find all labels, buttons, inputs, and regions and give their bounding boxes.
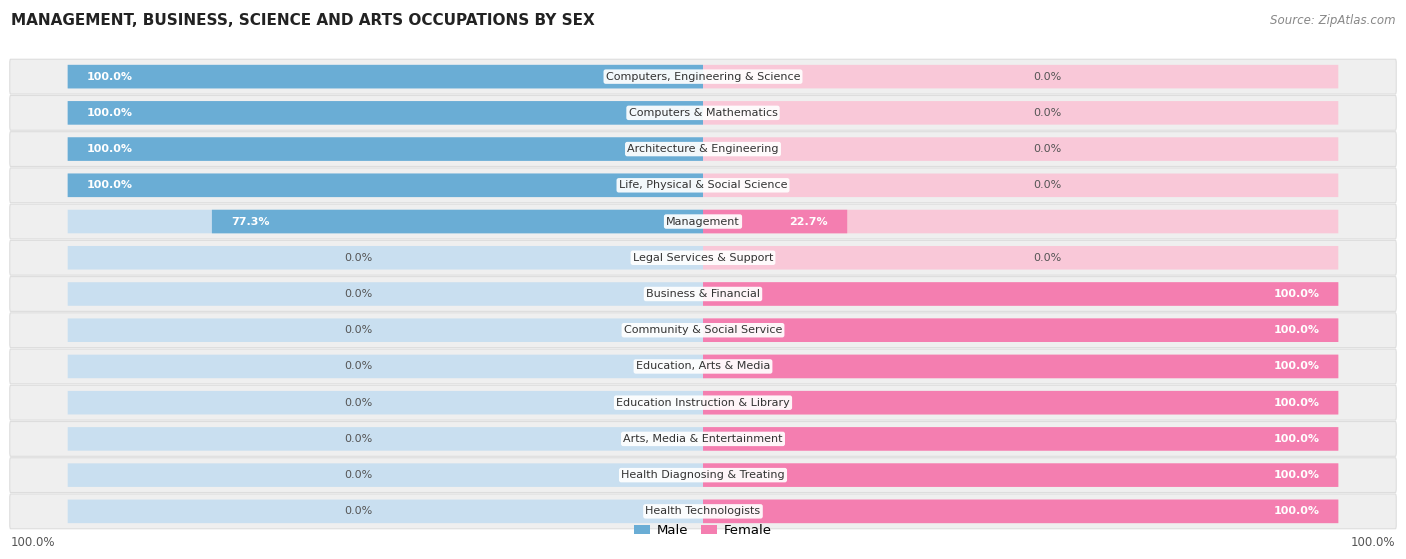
FancyBboxPatch shape bbox=[10, 349, 1396, 384]
FancyBboxPatch shape bbox=[10, 313, 1396, 348]
Text: 0.0%: 0.0% bbox=[1033, 253, 1062, 263]
FancyBboxPatch shape bbox=[67, 65, 703, 88]
FancyBboxPatch shape bbox=[67, 427, 703, 451]
Text: Health Technologists: Health Technologists bbox=[645, 506, 761, 517]
FancyBboxPatch shape bbox=[67, 173, 703, 197]
Text: 0.0%: 0.0% bbox=[344, 325, 373, 335]
FancyBboxPatch shape bbox=[703, 210, 1339, 233]
Text: Education, Arts & Media: Education, Arts & Media bbox=[636, 362, 770, 371]
FancyBboxPatch shape bbox=[67, 65, 703, 88]
Text: 100.0%: 100.0% bbox=[1274, 397, 1319, 408]
Text: 100.0%: 100.0% bbox=[1351, 536, 1396, 548]
Text: Source: ZipAtlas.com: Source: ZipAtlas.com bbox=[1270, 14, 1396, 27]
Text: 100.0%: 100.0% bbox=[10, 536, 55, 548]
FancyBboxPatch shape bbox=[703, 463, 1339, 487]
FancyBboxPatch shape bbox=[703, 427, 1339, 451]
FancyBboxPatch shape bbox=[703, 173, 1339, 197]
Text: 0.0%: 0.0% bbox=[344, 253, 373, 263]
Text: 0.0%: 0.0% bbox=[344, 506, 373, 517]
Text: 77.3%: 77.3% bbox=[231, 216, 270, 226]
FancyBboxPatch shape bbox=[703, 391, 1339, 414]
Text: 0.0%: 0.0% bbox=[1033, 108, 1062, 118]
Text: 0.0%: 0.0% bbox=[344, 470, 373, 480]
FancyBboxPatch shape bbox=[703, 138, 1339, 161]
FancyBboxPatch shape bbox=[703, 500, 1339, 523]
FancyBboxPatch shape bbox=[67, 463, 703, 487]
FancyBboxPatch shape bbox=[10, 132, 1396, 167]
FancyBboxPatch shape bbox=[67, 282, 703, 306]
FancyBboxPatch shape bbox=[10, 385, 1396, 420]
Text: 100.0%: 100.0% bbox=[87, 72, 132, 82]
FancyBboxPatch shape bbox=[703, 282, 1339, 306]
Text: Computers & Mathematics: Computers & Mathematics bbox=[628, 108, 778, 118]
FancyBboxPatch shape bbox=[10, 204, 1396, 239]
FancyBboxPatch shape bbox=[703, 391, 1339, 414]
Text: 0.0%: 0.0% bbox=[1033, 144, 1062, 154]
FancyBboxPatch shape bbox=[703, 500, 1339, 523]
Text: 100.0%: 100.0% bbox=[1274, 506, 1319, 517]
Text: 0.0%: 0.0% bbox=[344, 362, 373, 371]
FancyBboxPatch shape bbox=[703, 427, 1339, 451]
Text: Architecture & Engineering: Architecture & Engineering bbox=[627, 144, 779, 154]
Text: 100.0%: 100.0% bbox=[1274, 325, 1319, 335]
FancyBboxPatch shape bbox=[703, 65, 1339, 88]
Text: 0.0%: 0.0% bbox=[344, 434, 373, 444]
Text: Legal Services & Support: Legal Services & Support bbox=[633, 253, 773, 263]
FancyBboxPatch shape bbox=[10, 458, 1396, 492]
FancyBboxPatch shape bbox=[67, 138, 703, 161]
FancyBboxPatch shape bbox=[703, 354, 1339, 378]
FancyBboxPatch shape bbox=[10, 96, 1396, 130]
FancyBboxPatch shape bbox=[703, 354, 1339, 378]
Text: Business & Financial: Business & Financial bbox=[645, 289, 761, 299]
FancyBboxPatch shape bbox=[67, 391, 703, 414]
Text: Arts, Media & Entertainment: Arts, Media & Entertainment bbox=[623, 434, 783, 444]
FancyBboxPatch shape bbox=[67, 101, 703, 125]
FancyBboxPatch shape bbox=[703, 246, 1339, 269]
Text: 22.7%: 22.7% bbox=[790, 216, 828, 226]
Text: 0.0%: 0.0% bbox=[1033, 181, 1062, 190]
FancyBboxPatch shape bbox=[67, 210, 703, 233]
FancyBboxPatch shape bbox=[10, 277, 1396, 311]
FancyBboxPatch shape bbox=[703, 319, 1339, 342]
FancyBboxPatch shape bbox=[703, 101, 1339, 125]
FancyBboxPatch shape bbox=[703, 282, 1339, 306]
Text: Education Instruction & Library: Education Instruction & Library bbox=[616, 397, 790, 408]
FancyBboxPatch shape bbox=[67, 354, 703, 378]
Text: 100.0%: 100.0% bbox=[87, 108, 132, 118]
FancyBboxPatch shape bbox=[212, 210, 703, 233]
Text: Computers, Engineering & Science: Computers, Engineering & Science bbox=[606, 72, 800, 82]
FancyBboxPatch shape bbox=[10, 494, 1396, 529]
FancyBboxPatch shape bbox=[10, 168, 1396, 203]
Text: Health Diagnosing & Treating: Health Diagnosing & Treating bbox=[621, 470, 785, 480]
FancyBboxPatch shape bbox=[10, 421, 1396, 456]
FancyBboxPatch shape bbox=[67, 246, 703, 269]
Text: Life, Physical & Social Science: Life, Physical & Social Science bbox=[619, 181, 787, 190]
FancyBboxPatch shape bbox=[67, 101, 703, 125]
Text: 100.0%: 100.0% bbox=[87, 144, 132, 154]
Text: 100.0%: 100.0% bbox=[1274, 470, 1319, 480]
Text: 100.0%: 100.0% bbox=[1274, 289, 1319, 299]
Text: 100.0%: 100.0% bbox=[1274, 434, 1319, 444]
Text: 100.0%: 100.0% bbox=[1274, 362, 1319, 371]
Legend: Male, Female: Male, Female bbox=[628, 519, 778, 543]
Text: 0.0%: 0.0% bbox=[344, 289, 373, 299]
FancyBboxPatch shape bbox=[67, 138, 703, 161]
FancyBboxPatch shape bbox=[67, 319, 703, 342]
FancyBboxPatch shape bbox=[703, 463, 1339, 487]
FancyBboxPatch shape bbox=[67, 173, 703, 197]
FancyBboxPatch shape bbox=[67, 500, 703, 523]
FancyBboxPatch shape bbox=[703, 319, 1339, 342]
Text: 100.0%: 100.0% bbox=[87, 181, 132, 190]
Text: Management: Management bbox=[666, 216, 740, 226]
FancyBboxPatch shape bbox=[10, 240, 1396, 275]
Text: MANAGEMENT, BUSINESS, SCIENCE AND ARTS OCCUPATIONS BY SEX: MANAGEMENT, BUSINESS, SCIENCE AND ARTS O… bbox=[10, 13, 595, 28]
Text: 0.0%: 0.0% bbox=[1033, 72, 1062, 82]
FancyBboxPatch shape bbox=[703, 210, 848, 233]
Text: 0.0%: 0.0% bbox=[344, 397, 373, 408]
FancyBboxPatch shape bbox=[10, 59, 1396, 94]
Text: Community & Social Service: Community & Social Service bbox=[624, 325, 782, 335]
